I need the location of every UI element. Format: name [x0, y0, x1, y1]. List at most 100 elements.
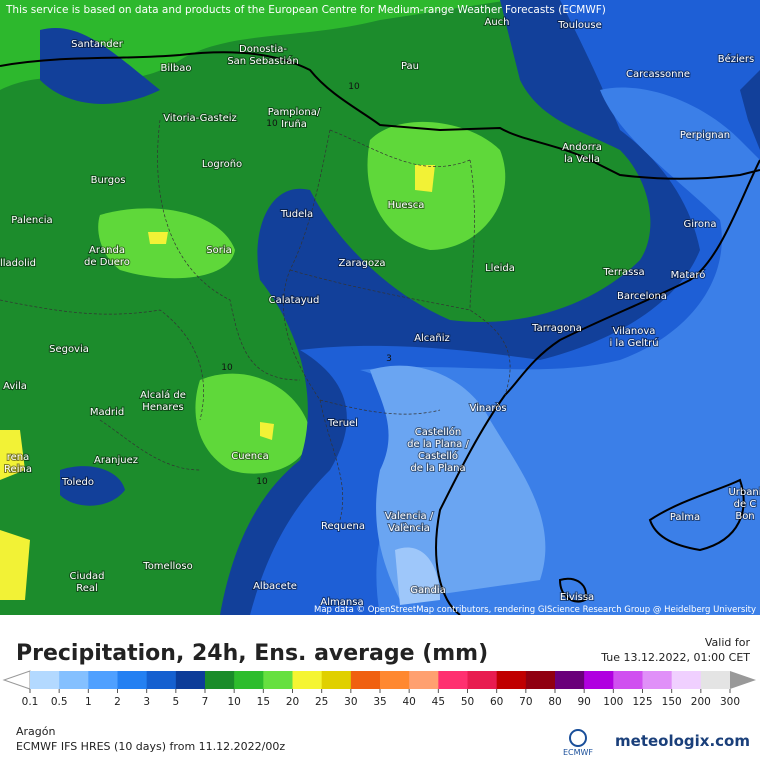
legend-swatch	[642, 671, 673, 689]
title: Precipitation, 24h, Ens. average (mm)	[16, 641, 488, 666]
precip-area	[260, 422, 274, 440]
map-credits: Map data © OpenStreetMap contributors, r…	[314, 605, 756, 615]
city-label: Henares	[142, 402, 183, 413]
legend-label: 150	[662, 696, 682, 708]
legend-swatch	[438, 671, 468, 689]
border	[0, 51, 760, 180]
contour-label: 10	[266, 119, 278, 129]
legend-swatch	[467, 671, 498, 689]
city-label: Vilanova	[613, 326, 656, 337]
ecmwf-logo: ECMWF	[563, 748, 593, 757]
city-label: Cuenca	[231, 451, 268, 462]
legend-label: 10	[227, 696, 240, 708]
city-label: Eivissa	[560, 592, 594, 603]
precip-area	[148, 232, 168, 244]
city-label: Madrid	[90, 407, 124, 418]
valid-label: Valid for	[705, 636, 751, 649]
precip-area	[415, 165, 435, 192]
legend-swatch	[292, 671, 323, 689]
legend-swatch	[117, 671, 148, 689]
contour-label: 10	[348, 82, 360, 92]
city-label: Avila	[3, 381, 27, 392]
legend-label: 0.1	[22, 696, 39, 708]
precip-area	[0, 430, 30, 600]
city-label: Alcalá de	[140, 389, 186, 401]
city-label: Logroño	[202, 159, 242, 170]
city-label: de Duero	[84, 257, 130, 268]
city-label: Teruel	[327, 418, 358, 429]
legend-swatch	[30, 671, 60, 689]
ecmwf-icon	[569, 729, 587, 747]
legend-swatch	[671, 671, 702, 689]
city-label: Alcañiz	[414, 333, 450, 344]
city-label: Vinaròs	[469, 402, 506, 414]
legend-swatch	[350, 671, 381, 689]
legend-label: 1	[85, 696, 92, 708]
city-label: Valencia /	[385, 511, 434, 522]
city-label: Huesca	[388, 200, 425, 211]
city-label: Béziers	[718, 53, 755, 65]
city-label: Aranda	[89, 245, 125, 256]
legend-label: 40	[402, 696, 415, 708]
legend-swatch	[584, 671, 614, 689]
contour-label: 10	[221, 363, 233, 373]
city-label: Palma	[670, 512, 700, 523]
city-label: Urbani	[728, 487, 760, 498]
city-label: de la Plana /	[407, 439, 469, 450]
map	[0, 0, 760, 616]
city-label: Perpignan	[680, 130, 730, 141]
legend: 0.1 0.5 1 2 3 5 7 10 15 20 25 30 35 40 45 50 60 70 80 90 100…	[2, 670, 756, 708]
precip-area	[98, 208, 236, 279]
city-label: Lleida	[485, 263, 515, 274]
city-label: San Sebastián	[227, 55, 298, 67]
city-label: Albacete	[253, 581, 297, 592]
precip-area	[370, 365, 546, 600]
city-label: Almansa	[320, 597, 363, 608]
city-label: Ciudad	[70, 571, 105, 582]
precip-area	[40, 28, 160, 104]
city-labels: Santander Bilbao Donostia-San Sebastián Pau…	[0, 16, 760, 609]
city-label: Girona	[683, 219, 716, 230]
brand[interactable]: meteologix.com	[615, 732, 750, 750]
legend-label: 50	[461, 696, 474, 708]
city-label: Castellón	[415, 426, 461, 438]
city-label: Santander	[71, 39, 124, 50]
city-label: Gandia	[410, 585, 445, 596]
city-label: Toulouse	[557, 20, 601, 31]
legend-swatch	[613, 671, 643, 689]
precip-area	[367, 121, 506, 251]
legend-swatch	[88, 671, 118, 689]
city-label: Castelló	[418, 450, 458, 462]
city-label: Vitoria-Gasteiz	[163, 113, 237, 124]
model-run: ECMWF IFS HRES (10 days) from 11.12.2022…	[16, 740, 285, 753]
legend-swatch	[496, 671, 527, 689]
legend-label: 100	[603, 696, 623, 708]
precip-area	[395, 547, 440, 605]
city-label: Calatayud	[269, 295, 320, 306]
city-label: Segovia	[49, 344, 89, 355]
city-label: Pau	[401, 61, 419, 72]
legend-swatch	[175, 671, 206, 689]
legend-label: 60	[490, 696, 503, 708]
legend-swatch	[380, 671, 410, 689]
city-label: la Vella	[564, 154, 600, 165]
city-label: Auch	[484, 17, 509, 28]
valid-time: Tue 13.12.2022, 01:00 CET	[600, 651, 750, 664]
city-label: Aranjuez	[94, 455, 138, 466]
legend-label: 20	[286, 696, 299, 708]
city-label: i la Geltrú	[609, 337, 658, 349]
legend-label: 2	[114, 696, 121, 708]
city-label: Toledo	[61, 477, 94, 488]
city-label: Palencia	[11, 215, 52, 226]
legend-label: 25	[315, 696, 328, 708]
legend-label: 70	[519, 696, 532, 708]
city-label: de la Plana	[410, 463, 465, 474]
precip-area	[195, 373, 310, 474]
region: Aragón	[16, 725, 56, 738]
legend-swatch	[409, 671, 439, 689]
province-border	[0, 119, 511, 521]
legend-label: 0.5	[51, 696, 68, 708]
city-label: Bilbao	[160, 63, 191, 74]
legend-label: 80	[548, 696, 561, 708]
